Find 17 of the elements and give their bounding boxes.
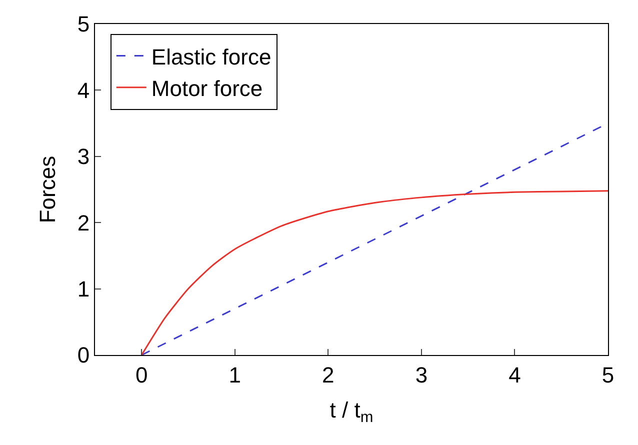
legend-label: Motor force [151, 76, 263, 101]
y-tick-label: 1 [77, 276, 90, 302]
y-tick-label: 2 [77, 210, 90, 236]
x-tick-label: 3 [415, 362, 428, 388]
x-tick-label: 4 [508, 362, 521, 388]
y-tick-label: 0 [77, 342, 90, 368]
line-series [140, 190, 608, 355]
y-tick-label: 3 [77, 144, 90, 170]
y-tick-label: 4 [77, 78, 90, 103]
x-tick-label: 0 [136, 362, 148, 388]
x-axis-title: t / t$_{m}$ [330, 397, 374, 426]
x-tick-label: 2 [322, 362, 334, 388]
x-tick-label: 5 [602, 362, 614, 388]
legend-label: Elastic force [151, 44, 272, 70]
y-axis-title: Forces [35, 156, 60, 224]
x-tick-label: 1 [228, 362, 242, 388]
y-tick-label: 5 [77, 12, 90, 37]
